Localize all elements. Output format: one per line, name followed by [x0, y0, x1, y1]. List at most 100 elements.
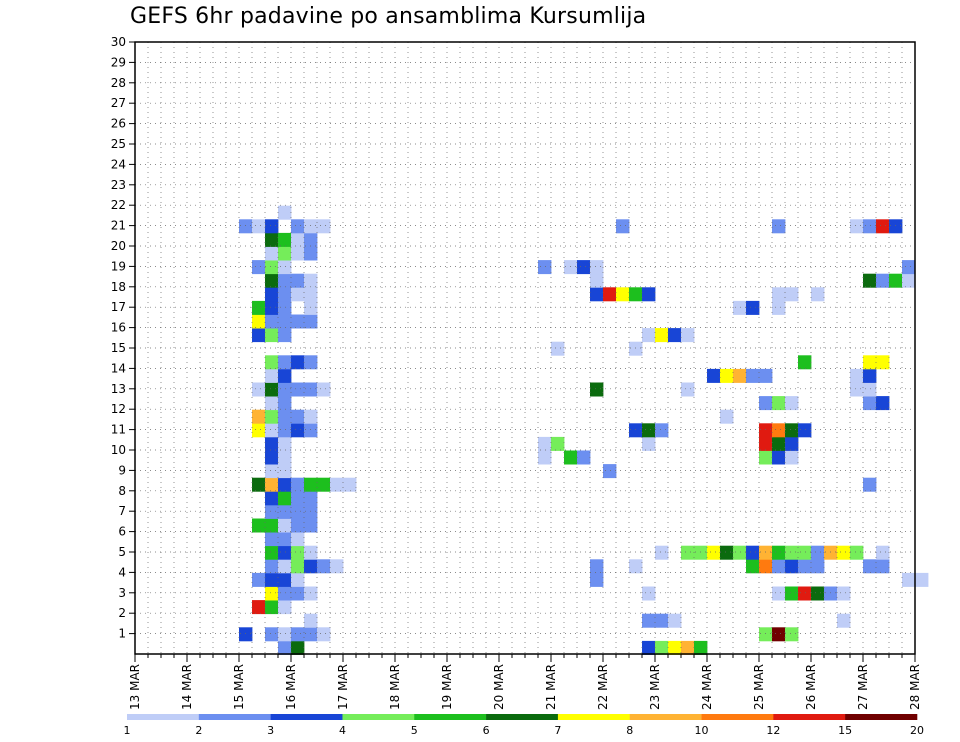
heatmap-cell: [733, 300, 747, 315]
heatmap-cell: [265, 572, 279, 587]
heatmap-cell: [655, 640, 669, 655]
heatmap-cell: [265, 532, 279, 547]
colorbar-label: 12: [766, 724, 780, 737]
heatmap-cell: [278, 436, 292, 451]
heatmap-cell: [655, 423, 669, 438]
heatmap-cell: [655, 328, 669, 343]
x-tick-label: 25 MAR: [752, 664, 766, 710]
heatmap-cell: [577, 450, 591, 465]
heatmap-cell: [772, 219, 786, 234]
heatmap-cell: [291, 273, 305, 288]
heatmap-cell: [265, 627, 279, 642]
y-tick-label: 30: [111, 35, 126, 49]
heatmap-cell: [876, 273, 890, 288]
heatmap-cell: [772, 423, 786, 438]
colorbar-label: 8: [626, 724, 633, 737]
heatmap-cell: [902, 273, 916, 288]
heatmap-cell: [265, 355, 279, 370]
y-tick-label: 25: [111, 137, 126, 151]
heatmap-cell: [278, 328, 292, 343]
y-tick-label: 20: [111, 239, 126, 253]
heatmap-cell: [759, 559, 773, 574]
colorbar-label: 20: [910, 724, 924, 737]
heatmap-cell: [863, 219, 877, 234]
heatmap-cell: [785, 559, 799, 574]
heatmap-cell: [668, 613, 682, 628]
heatmap-cell: [720, 545, 734, 560]
heatmap-cell: [304, 423, 318, 438]
y-tick-label: 5: [118, 545, 126, 559]
x-tick-label: 14 MAR: [180, 664, 194, 710]
x-tick-label: 13 MAR: [128, 664, 142, 710]
heatmap-cell: [759, 368, 773, 383]
x-tick-label: 22 MAR: [596, 664, 610, 710]
heatmap-cell: [850, 368, 864, 383]
heatmap-cell: [252, 409, 266, 424]
heatmap-cell: [785, 545, 799, 560]
heatmap-cell: [291, 518, 305, 533]
heatmap-cell: [252, 572, 266, 587]
heatmap-cell: [889, 219, 903, 234]
heatmap-cell: [317, 477, 331, 492]
y-tick-label: 11: [111, 423, 126, 437]
heatmap-cell: [278, 273, 292, 288]
heatmap-cell: [772, 450, 786, 465]
heatmap-cell: [811, 559, 825, 574]
y-tick-label: 13: [111, 382, 126, 396]
heatmap-cell: [590, 287, 604, 302]
heatmap-cell: [785, 436, 799, 451]
heatmap-cell: [785, 287, 799, 302]
heatmap-cell: [252, 477, 266, 492]
heatmap-cell: [265, 246, 279, 261]
colorbar-segment: [486, 714, 559, 720]
heatmap-cell: [772, 545, 786, 560]
heatmap-cell: [577, 260, 591, 275]
y-tick-label: 16: [111, 321, 126, 335]
heatmap-cell: [304, 627, 318, 642]
heatmap-cell: [642, 586, 656, 601]
heatmap-cell: [746, 545, 760, 560]
y-tick-label: 2: [118, 606, 126, 620]
heatmap-cell: [863, 382, 877, 397]
heatmap-cell: [278, 532, 292, 547]
heatmap-cell: [837, 613, 851, 628]
x-tick-label: 26 MAR: [804, 664, 818, 710]
heatmap-cell: [304, 613, 318, 628]
heatmap-cell: [265, 300, 279, 315]
heatmap-cell: [863, 355, 877, 370]
heatmap-cell: [694, 640, 708, 655]
heatmap-cell: [278, 368, 292, 383]
heatmap-cell: [863, 477, 877, 492]
heatmap-cell: [733, 368, 747, 383]
heatmap-cell: [304, 219, 318, 234]
y-tick-label: 1: [118, 627, 126, 641]
y-tick-label: 28: [111, 76, 126, 90]
heatmap-cell: [863, 396, 877, 411]
y-tick-label: 12: [111, 402, 126, 416]
heatmap-cell: [850, 545, 864, 560]
heatmap-cell: [265, 396, 279, 411]
heatmap-cell: [720, 409, 734, 424]
heatmap-cell: [759, 450, 773, 465]
heatmap-cell: [785, 423, 799, 438]
heatmap-cell: [317, 382, 331, 397]
heatmap-cell: [590, 260, 604, 275]
y-tick-label: 23: [111, 178, 126, 192]
heatmap-cell: [278, 355, 292, 370]
heatmap-cell: [629, 287, 643, 302]
y-tick-label: 17: [111, 300, 126, 314]
colorbar-segment: [701, 714, 774, 720]
heatmap-cell: [642, 328, 656, 343]
heatmap-cell: [798, 586, 812, 601]
heatmap-cell: [304, 477, 318, 492]
heatmap-cell: [811, 545, 825, 560]
colorbar-label: 5: [411, 724, 418, 737]
heatmap-cell: [265, 436, 279, 451]
heatmap-cell: [551, 341, 565, 356]
heatmap-cell: [681, 382, 695, 397]
heatmap-cell: [759, 627, 773, 642]
heatmap-cell: [252, 518, 266, 533]
heatmap-cell: [278, 300, 292, 315]
colorbar-label: 1: [124, 724, 131, 737]
heatmap-cell: [265, 382, 279, 397]
